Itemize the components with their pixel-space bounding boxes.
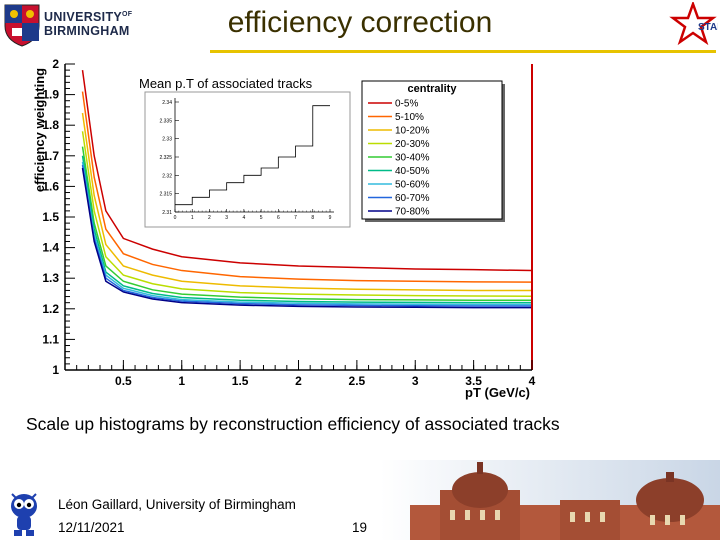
inset-y-tick-label: 2.335 — [159, 118, 172, 124]
series-line-5-10pct — [81, 91, 533, 283]
inset-x-tick-label: 1 — [191, 215, 194, 221]
campus-photo — [380, 460, 720, 540]
series-layer — [81, 70, 533, 309]
inset-y-tick-label: 2.31 — [162, 210, 172, 216]
university-line1: UNIVERSITY — [44, 10, 123, 25]
inset-layer: 2.34 2.335 2.33 2.325 2.32 2.315 2.310 1 2 3 4 5 6 7 8… — [159, 98, 334, 221]
university-line2: BIRMINGHAM — [44, 24, 130, 39]
legend-entry: 60-70% — [395, 193, 430, 204]
legend-entry: 5-10% — [395, 112, 424, 123]
alien-mascot — [2, 488, 48, 540]
y-tick-label: 1.3 — [42, 271, 59, 285]
y-tick-label: 1.1 — [42, 332, 59, 346]
y-tick-label: 1.5 — [42, 210, 59, 224]
inset-frame — [144, 91, 351, 228]
university-logo — [2, 2, 142, 48]
x-tick-label: 4 — [529, 374, 536, 388]
series-line-40-50pct — [81, 155, 532, 304]
inset-x-tick-label: 0 — [174, 215, 177, 221]
legend-entry: 0-5% — [395, 99, 418, 110]
x-tick-label: 0.5 — [115, 374, 132, 388]
title-underline — [210, 50, 716, 53]
legend-entry: 40-50% — [395, 166, 430, 177]
legend-entry: 70-80% — [395, 207, 430, 218]
legend-title: centrality — [408, 83, 458, 95]
y-tick-label: 1.6 — [42, 179, 59, 193]
page-number: 19 — [352, 520, 368, 535]
x-tick-label: 3.5 — [465, 374, 482, 388]
y-tick-label: 2 — [52, 57, 59, 71]
x-tick-label: 1.5 — [232, 374, 249, 388]
series-line-60-70pct — [81, 164, 532, 307]
inset-x-tick-label: 9 — [329, 215, 332, 221]
footer-date: 12/11/2021 — [58, 520, 125, 535]
inset-x-tick-label: 2 — [208, 215, 211, 221]
y-ticks: 1 1.1 1.2 1.3 1.4 1.5 1.6 1.7 1.8 1.9 2 — [42, 57, 75, 377]
inset-x-tick-label: 7 — [294, 215, 297, 221]
legend-entry: 20-30% — [395, 139, 430, 150]
efficiency-chart: 11.11.21.31.41.51.61.71.81.92 0.5 1 1.5 2 2.… — [32, 57, 536, 400]
series-line-20-30pct — [81, 131, 533, 298]
inset-y-tick-label: 2.34 — [162, 100, 172, 106]
series-line-10-20pct — [81, 112, 532, 292]
x-tick-label: 2 — [295, 374, 302, 388]
inset-y-tick-label: 2.33 — [162, 137, 172, 143]
star-logo: STAR — [668, 0, 720, 46]
y-tick-label: 1 — [52, 363, 59, 377]
slide-title: efficiency correction — [227, 6, 493, 39]
x-axis-label: pT (GeV/c) — [465, 385, 530, 400]
university-name: UNIVERSITYOF BIRMINGHAM — [44, 8, 132, 38]
inset-y-tick-label: 2.315 — [159, 192, 172, 198]
alien-icon — [11, 493, 37, 536]
inset-x-tick-label: 3 — [225, 215, 228, 221]
slide-caption: Scale up histograms by reconstruction ef… — [26, 414, 560, 434]
x-ticks: 0.5 1 1.5 2 2.5 3 3.5 4 — [76, 360, 536, 388]
y-axis-label: efficiency weighting — [32, 68, 47, 192]
star-logo-text: STAR — [698, 22, 718, 33]
x-tick-label: 3 — [412, 374, 419, 388]
y-tick-label: 1.9 — [42, 88, 59, 102]
x-tick-label: 1 — [178, 374, 185, 388]
series-line-70-80pct — [81, 167, 532, 309]
crest-icon — [4, 4, 40, 47]
y-tick-label: 1.4 — [42, 241, 59, 255]
inset-y-tick-label: 2.32 — [162, 173, 172, 179]
series-line-30-40pct — [81, 146, 532, 301]
y-tick-label: 1.2 — [42, 302, 59, 316]
series-line-50-60pct — [81, 161, 532, 306]
legend-entry: 10-20% — [395, 126, 430, 137]
legend-entry: 30-40% — [395, 153, 430, 164]
university-of: OF — [122, 11, 133, 18]
legend-layer: 0-5% 5-10% 10-20% 20-30% 30-40% 40-50% 50-60% 6… — [368, 99, 430, 218]
inset-x-tick-label: 4 — [242, 215, 245, 221]
inset-annotation: Mean p.T of associated tracks — [139, 76, 313, 91]
legend-entry: 50-60% — [395, 180, 430, 191]
inset-x-tick-label: 6 — [277, 215, 280, 221]
inset-y-tick-label: 2.325 — [159, 155, 172, 161]
y-tick-label: 1.8 — [42, 118, 59, 132]
series-line-0-5pct — [81, 70, 533, 272]
inset-x-tick-label: 8 — [311, 215, 314, 221]
inset-step-line — [175, 105, 330, 206]
star-icon: STAR — [669, 0, 720, 46]
x-tick-label: 2.5 — [349, 374, 366, 388]
y-tick-label: 1.7 — [42, 149, 59, 163]
legend-box — [361, 80, 503, 220]
author-line: Léon Gaillard, University of Birmingham — [58, 497, 296, 512]
inset-x-tick-label: 5 — [260, 215, 263, 221]
